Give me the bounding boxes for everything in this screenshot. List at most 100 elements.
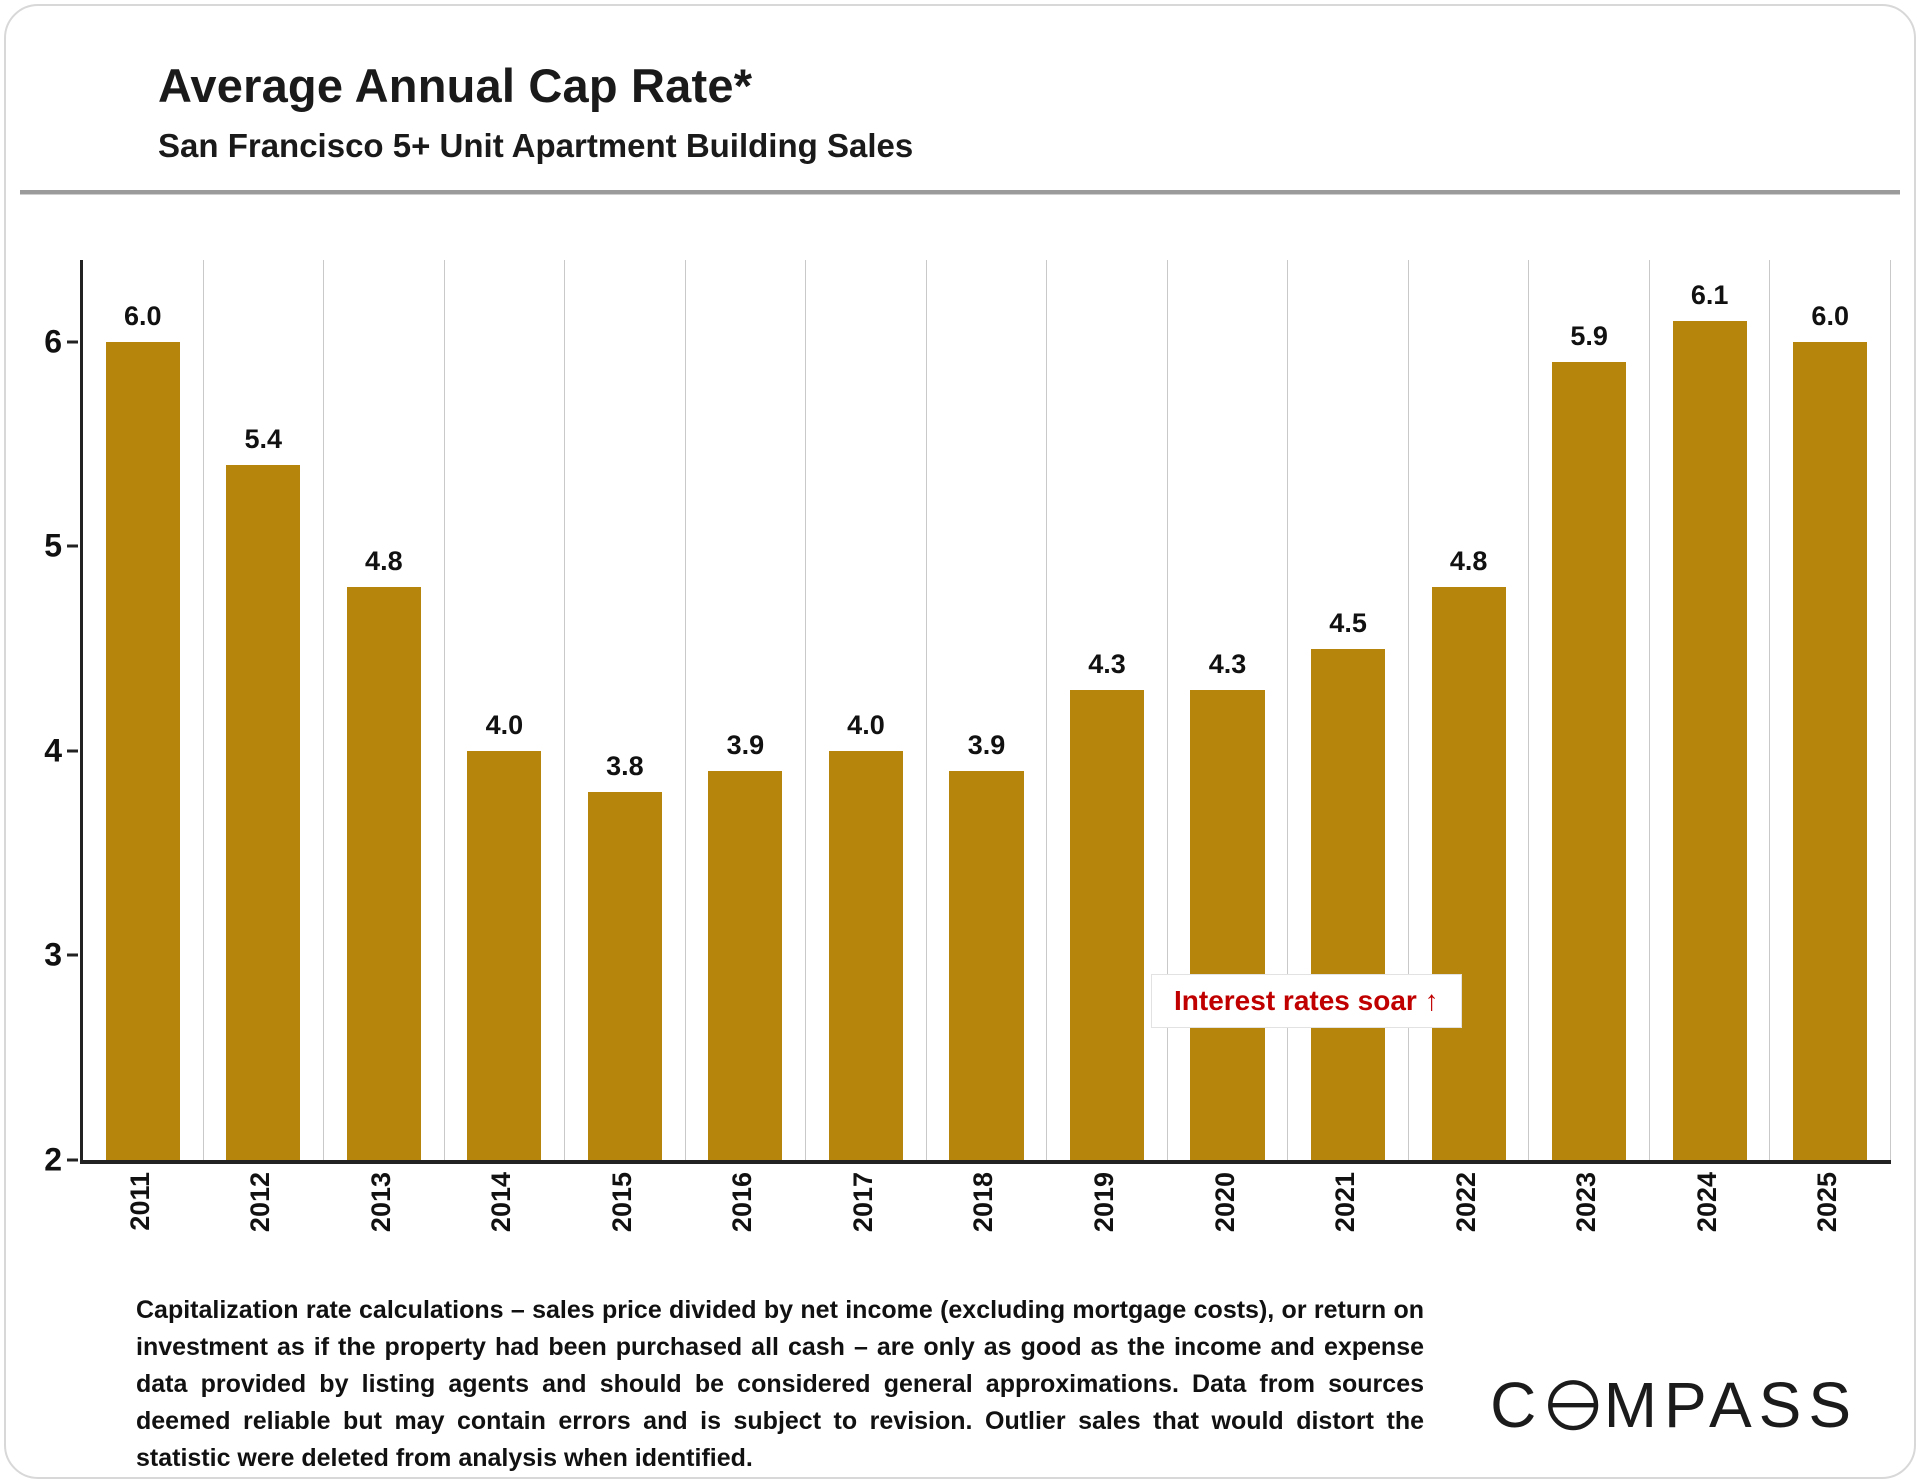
bar-2016 bbox=[708, 771, 783, 1160]
y-tick-label: 6 bbox=[44, 323, 62, 360]
bar-value-label: 5.9 bbox=[1570, 321, 1608, 352]
x-axis-label-cell: 2011 bbox=[80, 1172, 201, 1268]
chart-column-2022: 4.8 bbox=[1409, 260, 1530, 1160]
x-axis-label: 2016 bbox=[727, 1172, 758, 1233]
x-axis-label: 2019 bbox=[1089, 1172, 1120, 1233]
x-axis-label-cell: 2014 bbox=[442, 1172, 563, 1268]
chart-column-2011: 6.0 bbox=[83, 260, 204, 1160]
bar-value-label: 4.3 bbox=[1088, 648, 1126, 679]
x-axis-label: 2020 bbox=[1209, 1172, 1240, 1233]
x-axis-label: 2021 bbox=[1330, 1172, 1361, 1233]
x-axis-labels: 2011 2012 2013 2014 2015 2016 2017 2018 2019 2020… bbox=[80, 1172, 1888, 1268]
chart-column-2024: 6.1 bbox=[1650, 260, 1771, 1160]
x-axis-label-cell: 2025 bbox=[1767, 1172, 1888, 1268]
bar-2020 bbox=[1190, 689, 1265, 1160]
plot-area: 6.0 5.4 4.8 4.0 3.8 3.9 4.0 3.9 4.3 4.3 4.5 4.8 5.9 6… bbox=[80, 260, 1891, 1164]
x-axis-label: 2013 bbox=[365, 1172, 396, 1233]
y-tick-label: 4 bbox=[44, 732, 62, 769]
x-axis-label-cell: 2017 bbox=[803, 1172, 924, 1268]
x-axis-label: 2011 bbox=[124, 1172, 155, 1231]
x-axis-label: 2018 bbox=[968, 1172, 999, 1233]
chart-column-2019: 4.3 bbox=[1047, 260, 1168, 1160]
x-axis-label: 2025 bbox=[1812, 1172, 1843, 1233]
compass-logo-right: MPASS bbox=[1603, 1369, 1858, 1441]
y-tick-label: 3 bbox=[44, 936, 62, 973]
page-subtitle: San Francisco 5+ Unit Apartment Building… bbox=[158, 127, 914, 164]
bar-2019 bbox=[1069, 689, 1145, 1160]
x-axis-label-cell: 2016 bbox=[683, 1172, 804, 1268]
bar-2023 bbox=[1552, 362, 1627, 1160]
bar-value-label: 4.5 bbox=[1329, 607, 1367, 638]
x-axis-label-cell: 2023 bbox=[1526, 1172, 1647, 1268]
bar-value-label: 4.0 bbox=[485, 709, 524, 740]
y-tick-mark bbox=[67, 749, 78, 753]
bar-value-label: 4.8 bbox=[1449, 546, 1488, 577]
x-axis-label-cell: 2022 bbox=[1406, 1172, 1527, 1268]
chart-column-2015: 3.8 bbox=[565, 260, 686, 1160]
bar-2024 bbox=[1672, 321, 1747, 1160]
y-tick-mark bbox=[67, 1158, 78, 1162]
bar-2025 bbox=[1793, 341, 1868, 1160]
chart-column-2025: 6.0 bbox=[1770, 260, 1891, 1160]
x-axis-label: 2017 bbox=[847, 1172, 878, 1233]
header-divider bbox=[20, 190, 1900, 195]
bar-2021 bbox=[1311, 648, 1386, 1160]
bar-value-label: 6.0 bbox=[1811, 300, 1849, 331]
bar-2018 bbox=[949, 771, 1024, 1160]
chart-column-2018: 3.9 bbox=[927, 260, 1048, 1160]
y-tick-mark bbox=[67, 340, 78, 344]
compass-logo-o-icon bbox=[1548, 1379, 1599, 1431]
bar-value-label: 4.0 bbox=[847, 709, 885, 740]
chart-column-2013: 4.8 bbox=[324, 260, 445, 1160]
chart-column-2021: 4.5 bbox=[1288, 260, 1409, 1160]
bar-value-label: 3.9 bbox=[967, 730, 1006, 761]
x-axis-label: 2022 bbox=[1450, 1172, 1481, 1233]
bar-2017 bbox=[828, 750, 903, 1160]
bar-value-label: 5.4 bbox=[244, 423, 283, 454]
chart-column-2016: 3.9 bbox=[686, 260, 807, 1160]
y-tick-label: 2 bbox=[44, 1141, 62, 1178]
chart-column-2020: 4.3 bbox=[1168, 260, 1289, 1160]
x-axis-label: 2023 bbox=[1571, 1172, 1602, 1233]
bar-columns: 6.0 5.4 4.8 4.0 3.8 3.9 4.0 3.9 4.3 4.3 4.5 4.8 5.9 6… bbox=[83, 260, 1891, 1160]
x-axis-label: 2012 bbox=[245, 1172, 276, 1233]
x-axis-label: 2015 bbox=[606, 1172, 637, 1233]
x-axis-label-cell: 2019 bbox=[1044, 1172, 1165, 1268]
x-axis-label-cell: 2018 bbox=[924, 1172, 1045, 1268]
page-title: Average Annual Cap Rate* bbox=[158, 59, 753, 112]
bar-2014 bbox=[467, 750, 542, 1160]
chart-column-2012: 5.4 bbox=[204, 260, 325, 1160]
x-axis-label-cell: 2015 bbox=[562, 1172, 683, 1268]
compass-logo: C MPASS bbox=[1490, 1368, 1858, 1442]
footer-disclaimer: Capitalization rate calculations – sales… bbox=[136, 1296, 1424, 1472]
y-tick-label: 5 bbox=[44, 527, 62, 564]
x-axis-label: 2024 bbox=[1691, 1172, 1722, 1233]
x-axis-label: 2014 bbox=[486, 1172, 517, 1233]
chart-column-2023: 5.9 bbox=[1529, 260, 1650, 1160]
x-axis-label-cell: 2013 bbox=[321, 1172, 442, 1268]
bar-value-label: 6.0 bbox=[123, 300, 162, 331]
y-axis: 2 3 4 5 6 bbox=[0, 260, 78, 1178]
annotation-text: Interest rates soar ↑ bbox=[1174, 985, 1439, 1016]
bar-value-label: 4.8 bbox=[365, 546, 403, 577]
bar-2011 bbox=[105, 341, 180, 1160]
x-axis-label-cell: 2021 bbox=[1285, 1172, 1406, 1268]
bar-value-label: 4.3 bbox=[1208, 648, 1247, 679]
annotation-interest-rates-soar: Interest rates soar ↑ bbox=[1151, 974, 1462, 1028]
x-axis-label-cell: 2020 bbox=[1165, 1172, 1286, 1268]
bar-value-label: 6.1 bbox=[1690, 280, 1729, 311]
y-tick-mark bbox=[67, 953, 78, 957]
bar-2015 bbox=[587, 791, 662, 1160]
bar-2013 bbox=[346, 587, 421, 1160]
bar-2022 bbox=[1431, 587, 1506, 1160]
chart-header: Average Annual Cap Rate* San Francisco 5… bbox=[158, 58, 913, 165]
bar-value-label: 3.8 bbox=[606, 750, 644, 781]
compass-logo-left: C bbox=[1490, 1369, 1544, 1441]
bar-value-label: 3.9 bbox=[726, 730, 765, 761]
bar-2012 bbox=[226, 464, 301, 1160]
y-tick-mark bbox=[67, 544, 78, 548]
x-axis-label-cell: 2012 bbox=[201, 1172, 322, 1268]
chart-column-2014: 4.0 bbox=[445, 260, 566, 1160]
x-axis-label-cell: 2024 bbox=[1647, 1172, 1768, 1268]
chart-column-2017: 4.0 bbox=[806, 260, 927, 1160]
